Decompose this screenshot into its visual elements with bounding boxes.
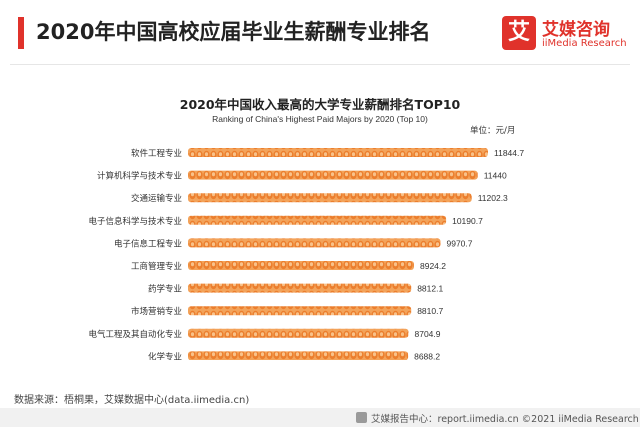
value-label: 10190.7 [452, 216, 483, 226]
bar [188, 261, 414, 270]
bar [188, 215, 447, 225]
category-label: 电子信息工程专业 [114, 238, 182, 249]
footer-text: 艾媒报告中心：report.iimedia.cn ©2021 iiMedia R… [371, 414, 640, 425]
value-label: 11440 [484, 171, 507, 181]
category-label: 软件工程专业 [131, 148, 182, 159]
value-label: 11202.3 [478, 193, 508, 203]
category-label: 电气工程及其自动化专业 [88, 329, 182, 340]
bar [188, 148, 488, 157]
category-label: 化学专业 [148, 351, 182, 360]
footer: 艾媒报告中心：report.iimedia.cn ©2021 iiMedia R… [0, 408, 640, 427]
report-center-icon [356, 412, 367, 423]
bar [188, 351, 409, 360]
category-label: 药学专业 [148, 284, 182, 295]
value-label: 8704.9 [415, 329, 441, 339]
chart-unit: 单位：元/月 [470, 126, 516, 136]
brand-logo-icon: 艾 [502, 16, 536, 50]
header-divider [10, 64, 630, 65]
brand-name-cn: 艾媒咨询 [542, 20, 610, 40]
value-label: 11844.7 [494, 148, 524, 158]
value-label: 8688.2 [414, 351, 440, 360]
bar [188, 193, 472, 203]
chart-subtitle: Ranking of China's Highest Paid Majors b… [212, 114, 428, 124]
value-label: 8924.2 [420, 261, 446, 271]
brand-name-en: iiMedia Research [542, 38, 627, 49]
value-label: 8812.1 [417, 284, 443, 294]
bar [188, 328, 409, 338]
bar-chart: 软件工程专业 11844.7 计算机科学与技术专业 11440 交通运输专业 11202.… [88, 148, 524, 360]
value-label: 8810.7 [417, 306, 443, 316]
bar [188, 170, 478, 180]
category-label: 工商管理专业 [131, 261, 182, 272]
brand: 艾 艾媒咨询 iiMedia Research [502, 14, 632, 54]
data-source: 数据来源：梧桐果，艾媒数据中心(data.iimedia.cn) [14, 395, 250, 406]
bar [188, 283, 412, 293]
page-title: 2020年中国高校应届毕业生薪酬专业排名 [36, 20, 431, 44]
category-label: 电子信息科学与技术专业 [88, 216, 182, 227]
bar [188, 306, 412, 316]
category-label: 市场营销专业 [131, 306, 182, 317]
category-label: 计算机科学与技术专业 [97, 171, 182, 182]
title-accent-bar [18, 17, 24, 49]
category-label: 交通运输专业 [131, 193, 182, 204]
header: 2020年中国高校应届毕业生薪酬专业排名 艾 艾媒咨询 iiMedia Rese… [0, 0, 640, 66]
bar [188, 238, 441, 248]
chart-title: 2020年中国收入最高的大学专业薪酬排名TOP10 [179, 97, 461, 112]
value-label: 9970.7 [447, 238, 473, 248]
